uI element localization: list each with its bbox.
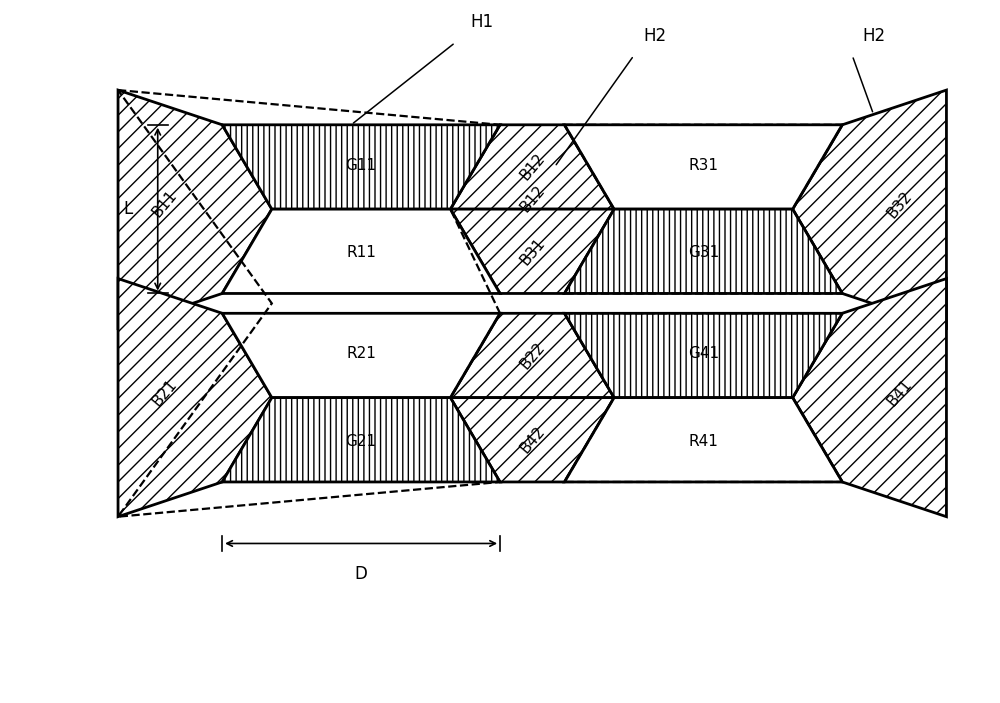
Polygon shape bbox=[222, 398, 500, 482]
Polygon shape bbox=[222, 125, 500, 209]
Polygon shape bbox=[222, 209, 500, 293]
Text: B21: B21 bbox=[150, 376, 180, 409]
Text: H2: H2 bbox=[862, 27, 885, 46]
Text: L: L bbox=[124, 200, 133, 218]
Text: R41: R41 bbox=[688, 434, 718, 449]
Polygon shape bbox=[118, 90, 272, 328]
Text: R31: R31 bbox=[688, 157, 718, 173]
Polygon shape bbox=[450, 125, 614, 209]
Text: B42: B42 bbox=[517, 424, 548, 456]
Polygon shape bbox=[450, 314, 614, 398]
Polygon shape bbox=[564, 398, 842, 482]
Text: B31: B31 bbox=[517, 235, 548, 268]
Text: G11: G11 bbox=[346, 157, 377, 173]
Text: B41: B41 bbox=[884, 376, 915, 409]
Polygon shape bbox=[118, 278, 272, 517]
Text: H1: H1 bbox=[470, 13, 493, 30]
Polygon shape bbox=[222, 314, 500, 398]
Text: G41: G41 bbox=[688, 347, 719, 361]
Text: B22: B22 bbox=[517, 340, 548, 372]
Polygon shape bbox=[450, 398, 614, 482]
Text: B32: B32 bbox=[884, 188, 915, 221]
Polygon shape bbox=[793, 278, 946, 517]
Polygon shape bbox=[793, 90, 946, 328]
Polygon shape bbox=[564, 314, 842, 398]
Text: D: D bbox=[355, 565, 368, 583]
Text: B12: B12 bbox=[517, 150, 548, 183]
Polygon shape bbox=[450, 209, 614, 293]
Text: R21: R21 bbox=[346, 347, 376, 361]
Text: H2: H2 bbox=[644, 27, 667, 46]
Polygon shape bbox=[564, 209, 842, 293]
Text: B12: B12 bbox=[517, 182, 548, 215]
Polygon shape bbox=[564, 125, 842, 209]
Text: G21: G21 bbox=[346, 434, 377, 449]
Text: R11: R11 bbox=[346, 245, 376, 261]
Text: G31: G31 bbox=[688, 245, 719, 261]
Text: B11: B11 bbox=[150, 188, 180, 220]
